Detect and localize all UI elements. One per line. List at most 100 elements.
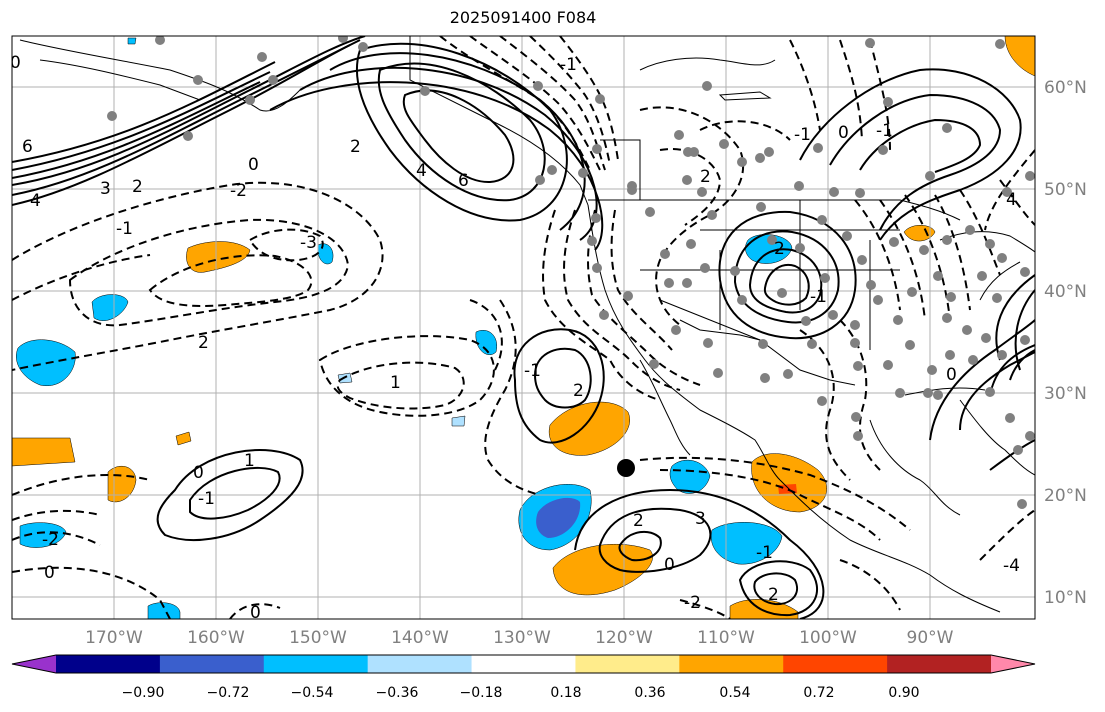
map-title: 2025091400 F084	[449, 8, 597, 27]
contour-label: 3	[695, 509, 706, 529]
colorbar-segments	[11, 654, 1036, 674]
fill-orange	[751, 453, 827, 513]
contour-label: -2	[684, 593, 701, 613]
fill-blue	[91, 294, 129, 321]
colorbar-segment	[56, 655, 161, 673]
colorbar-tick-label: −0.72	[207, 685, 250, 701]
lon-label: 150°W	[289, 628, 347, 648]
contour-label: 0	[44, 563, 55, 583]
colorbar-tick-label: −0.18	[460, 685, 503, 701]
colorbar-outline	[11, 654, 1036, 674]
contour-label: -1	[560, 55, 577, 75]
lon-label: 110°W	[697, 628, 755, 648]
contour-label: 4	[416, 161, 427, 181]
contour-label: -1	[116, 219, 133, 239]
contour-label: 1	[390, 373, 401, 393]
contour-label: 0	[193, 463, 204, 483]
contour-label: -2	[230, 181, 247, 201]
fill-blue	[127, 37, 137, 45]
colorbar-segment	[679, 655, 784, 673]
contour-label: 2	[633, 511, 644, 531]
colorbar-tick-label: 0.18	[550, 685, 581, 701]
contour-label: -3	[300, 233, 317, 253]
lon-label: 160°W	[187, 628, 245, 648]
map-area: 6 4 3 2 0 -2 -3 -1 2 4 6 0 -1 2 1 -1 0 2…	[10, 36, 1035, 623]
lat-label: 50°N	[1044, 180, 1087, 200]
contour-label: -1	[876, 121, 893, 141]
contour-label: 0	[250, 603, 261, 623]
contour-label: -1	[198, 489, 215, 509]
colorbar-segment	[887, 655, 992, 673]
contour-label: 2	[198, 333, 209, 353]
gridlines	[12, 36, 1035, 619]
contour-label: 0	[248, 155, 259, 175]
contour-label: 2	[700, 167, 711, 187]
colorbar: −0.90 −0.72 −0.54 −0.36 −0.18 0.18 0.36 …	[11, 654, 1036, 701]
colorbar-tick-label: −0.36	[376, 685, 419, 701]
dashed-contours	[12, 36, 1035, 619]
fill-blue	[317, 243, 334, 265]
colorbar-segment	[367, 655, 473, 673]
fill-blue	[475, 330, 498, 356]
contour-label: 0	[946, 365, 957, 385]
lat-label: 40°N	[1044, 282, 1087, 302]
contour-label: 2	[350, 137, 361, 157]
contour-label: 6	[458, 171, 469, 191]
contour-label: 2	[768, 585, 779, 605]
contour-label: 3	[100, 179, 111, 199]
lat-label: 20°N	[1044, 486, 1087, 506]
contour-label: 1	[244, 451, 255, 471]
lon-label: 140°W	[391, 628, 449, 648]
lon-label: 130°W	[493, 628, 551, 648]
contour-label: -4	[1003, 556, 1020, 576]
solid-contours	[12, 36, 1035, 619]
fill-darkblue	[536, 497, 581, 538]
contour-label: 0	[838, 123, 849, 143]
lon-label: 100°W	[799, 628, 857, 648]
colorbar-segment	[263, 655, 369, 673]
colorbar-tick-label: 0.90	[888, 685, 919, 701]
contour-label: 2	[774, 239, 785, 259]
colorbar-tick-label: −0.54	[291, 685, 334, 701]
fill-blue	[147, 602, 181, 619]
longitude-axis: 170°W 160°W 150°W 140°W 130°W 120°W 110°…	[85, 628, 954, 648]
fill-blue	[745, 234, 793, 264]
contour-label: 0	[664, 555, 675, 575]
fill-orange	[903, 225, 936, 242]
contour-label: 6	[22, 137, 33, 157]
contour-label: -1	[810, 287, 827, 307]
fill-blue	[19, 522, 67, 548]
lat-label: 30°N	[1044, 384, 1087, 404]
lat-label: 10°N	[1044, 588, 1087, 608]
lon-label: 90°W	[907, 628, 954, 648]
colorbar-tick-label: −0.90	[122, 685, 165, 701]
colorbar-ticks: −0.90 −0.72 −0.54 −0.36 −0.18 0.18 0.36 …	[122, 685, 920, 701]
lat-label: 60°N	[1044, 78, 1087, 98]
colorbar-tick-label: 0.72	[803, 685, 834, 701]
fill-lightblue	[451, 415, 466, 427]
colorbar-tick-label: 0.54	[719, 685, 750, 701]
contour-label: 0	[10, 53, 21, 73]
contour-label: -2	[42, 530, 59, 550]
fill-orange	[1004, 36, 1035, 77]
fill-orange	[175, 431, 192, 446]
fill-blue	[710, 522, 783, 565]
colorbar-tick-label: 0.36	[634, 685, 665, 701]
lon-label: 170°W	[85, 628, 143, 648]
contour-label: 2	[573, 381, 584, 401]
contour-label: 4	[1006, 190, 1017, 210]
contour-label: -1	[794, 125, 811, 145]
contour-labels: 6 4 3 2 0 -2 -3 -1 2 4 6 0 -1 2 1 -1 0 2…	[10, 53, 1020, 623]
fill-orange	[12, 437, 76, 467]
lon-label: 120°W	[595, 628, 653, 648]
colorbar-segment	[471, 655, 576, 673]
colorbar-segment	[12, 655, 56, 673]
station-dots	[107, 36, 1035, 509]
contour-label: 2	[132, 177, 143, 197]
map-frame	[11, 35, 1036, 620]
marker-dot	[617, 459, 635, 477]
colorbar-segment	[991, 655, 1035, 673]
colorbar-segment	[159, 655, 265, 673]
contour-label: -1	[524, 361, 541, 381]
colorbar-segment	[575, 655, 680, 673]
